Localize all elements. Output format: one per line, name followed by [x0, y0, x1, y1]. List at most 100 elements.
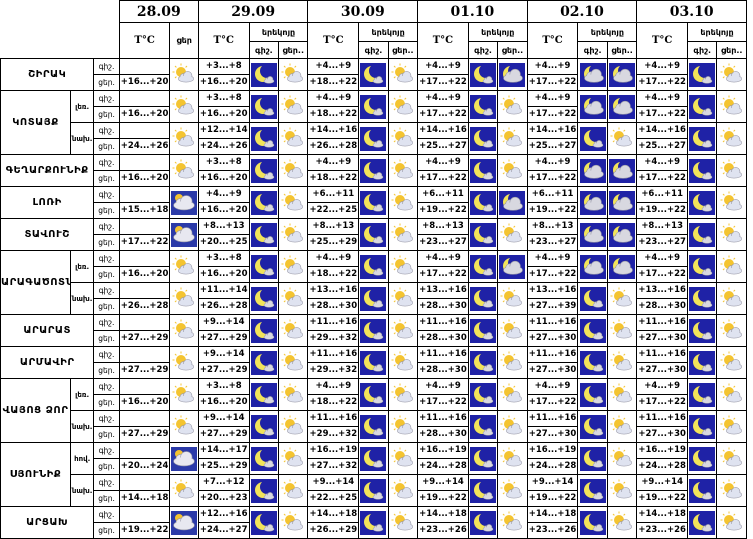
temp-range-day: +23...+26	[638, 525, 686, 535]
day-partly-weather-icon	[387, 474, 419, 507]
night-moon-weather-icon	[358, 282, 389, 315]
temperature-cell: +27...+29	[118, 314, 171, 347]
region-name: ԱՐԱԳԱԾՈՏՆ	[0, 250, 71, 315]
night-moon-weather-icon	[248, 282, 280, 315]
temp-range-day: +14...+18	[120, 493, 169, 503]
temp-range-night: +9...+14	[528, 476, 577, 491]
day-partly-weather-icon	[278, 378, 309, 411]
temp-range-day: +28...+30	[638, 301, 686, 311]
table-row: ՇԻՐԱԿ գիշ. ցեր. +16...+20 +3...+8 +16...+20 +4…	[0, 58, 747, 91]
night-subheader: գիշ.	[248, 41, 280, 59]
day-partly-weather-icon	[278, 90, 309, 123]
table-row: ԱՐՑԱԽ գիշ. ցեր. +19...+22 +12...+16 +24...+27…	[0, 506, 747, 539]
temp-column-header: T°C	[307, 22, 360, 59]
day-partly-weather-icon	[387, 346, 419, 379]
night-moon-weather-icon	[577, 378, 608, 411]
day-partly-weather-icon	[497, 282, 528, 315]
temp-range-day: +16...+20	[120, 77, 169, 87]
time-of-day-labels: գիշ. ցեր.	[93, 58, 120, 91]
temperature-cell: +4...+9 +18...+22	[307, 58, 360, 91]
night-moon-weather-icon	[467, 410, 499, 443]
night-moon-weather-icon	[248, 186, 280, 219]
temperature-cell: +11...+16 +29...+32	[307, 314, 360, 347]
temp-range-night: +8...+13	[199, 220, 249, 235]
temp-range-night: +3...+8	[199, 60, 249, 75]
temp-range-night: +4...+9	[637, 156, 687, 171]
night-label: գիշ.	[94, 412, 119, 427]
night-label: գիշ.	[94, 348, 119, 363]
subregion-label: նախ.	[69, 282, 95, 315]
temp-range-night: +11...+16	[637, 316, 687, 331]
evening-column-header: երեկոյը	[358, 22, 419, 42]
night-moon-weather-icon	[248, 410, 280, 443]
day-label: ցեր.	[98, 334, 115, 343]
temp-range-night: +4...+9	[528, 380, 577, 395]
temp-range-day: +24...+27	[199, 525, 248, 535]
time-of-day-labels: գիշ. ցեր.	[93, 122, 120, 155]
temperature-cell: +4...+9 +18...+22	[307, 90, 360, 123]
temperature-cell: +6...+11 +19...+22	[526, 186, 579, 219]
temp-range-night	[120, 92, 169, 107]
day-cloud-weather-icon	[169, 218, 199, 251]
table-row: նախ. գիշ. ցեր. +26...+28 +11...+14 +26...+28 +…	[1, 282, 747, 315]
day-partly-weather-icon	[497, 410, 528, 443]
temp-range-night: +9...+14	[199, 316, 249, 331]
temp-range-day: +17...+22	[528, 397, 577, 407]
night-moon-weather-icon	[248, 346, 280, 379]
night-cloud-weather-icon	[577, 250, 608, 283]
temp-range-day: +17...+22	[419, 173, 467, 183]
temperature-cell: +4...+9 +17...+22	[526, 58, 579, 91]
table-row: ՍՅՈՒՆԻՔ հով. գիշ. ցեր. +20...+24 +14...+17 +25…	[0, 442, 747, 507]
night-label: գիշ.	[94, 476, 119, 491]
temp-range-day: +19...+22	[638, 493, 686, 503]
temp-range-night: +12...+16	[199, 508, 249, 523]
day-label: ցեր.	[98, 206, 115, 215]
day-partly-weather-icon	[387, 90, 419, 123]
day-partly-weather-icon	[278, 154, 309, 187]
day-partly-weather-icon	[278, 282, 309, 315]
night-moon-weather-icon	[248, 90, 280, 123]
day-partly-weather-icon	[169, 314, 199, 347]
temp-range-night: +16...+19	[637, 444, 687, 459]
temp-range-day: +18...+22	[309, 269, 358, 279]
temp-range-night: +4...+9	[528, 92, 577, 107]
night-moon-weather-icon	[358, 314, 389, 347]
temp-range-night: +13...+16	[308, 284, 358, 299]
temp-range-night: +4...+9	[308, 156, 358, 171]
temp-range-night: +11...+16	[418, 316, 468, 331]
temp-range-night: +8...+13	[418, 220, 468, 235]
temp-range-day: +27...+30	[528, 429, 577, 439]
night-moon-weather-icon	[358, 90, 389, 123]
day-partly-weather-icon	[497, 474, 528, 507]
temp-range-night	[120, 60, 169, 75]
temp-range-day: +17...+22	[638, 269, 686, 279]
table-row: ԿՈՏԱՅՔ լեռ. գիշ. ցեր. +16...+20 +3...+8 +16...…	[0, 90, 747, 155]
temperature-cell: +17...+22	[118, 218, 171, 251]
day-partly-weather-icon	[278, 506, 309, 539]
day-partly-weather-icon	[169, 58, 199, 91]
night-moon-weather-icon	[577, 282, 608, 315]
night-moon-weather-icon	[358, 346, 389, 379]
temp-range-day: +17...+22	[419, 109, 467, 119]
temp-range-day: +27...+29	[199, 365, 248, 375]
temperature-cell: +4...+9 +18...+22	[307, 378, 360, 411]
temp-range-night	[120, 284, 169, 299]
night-moon-weather-icon	[687, 282, 718, 315]
night-subheader: գիշ.	[358, 41, 389, 59]
temp-range-night: +8...+13	[637, 220, 687, 235]
temp-range-day: +17...+22	[528, 173, 577, 183]
night-moon-weather-icon	[687, 90, 718, 123]
temp-range-night: +4...+9	[418, 60, 468, 75]
night-moon-weather-icon	[248, 218, 280, 251]
night-moon-weather-icon	[687, 410, 718, 443]
night-cloud-weather-icon	[497, 250, 528, 283]
day-label: ցեր.	[98, 526, 115, 535]
temp-range-night: +4...+9	[418, 156, 468, 171]
temperature-cell: +16...+19 +24...+28	[417, 442, 469, 475]
table-row: ԱՐԱՐԱՏ գիշ. ցեր. +27...+29 +9...+14 +27...+29…	[0, 314, 747, 347]
temperature-cell: +26...+28	[118, 282, 171, 315]
temp-range-day: +28...+30	[419, 333, 467, 343]
day-subheader: ցեր..	[387, 41, 419, 59]
temperature-cell: +3...+8 +16...+20	[197, 154, 250, 187]
night-cloud-weather-icon	[606, 90, 638, 123]
